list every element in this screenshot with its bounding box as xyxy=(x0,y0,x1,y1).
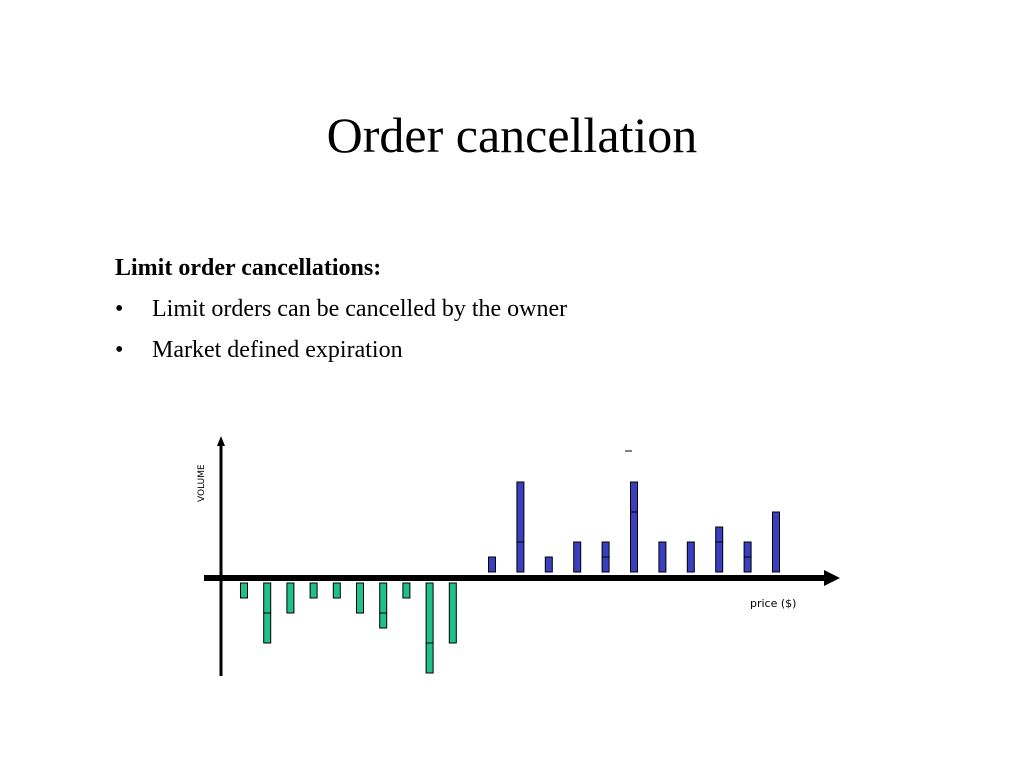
sell-order-bar xyxy=(601,541,610,558)
bullet-item: • Market defined expiration xyxy=(115,330,915,371)
bullet-text: Limit orders can be cancelled by the own… xyxy=(152,296,568,322)
x-axis-label: price ($) xyxy=(750,597,796,610)
bullet-dot-icon: • xyxy=(115,296,124,322)
sell-order-bar xyxy=(715,541,724,573)
chart-bars xyxy=(240,450,780,674)
buy-order-bar xyxy=(448,582,457,644)
chart-labels: VOLUME price ($) xyxy=(197,464,796,610)
slide-title: Order cancellation xyxy=(326,107,698,163)
body-heading: Limit order cancellations: xyxy=(115,255,382,281)
buy-order-bar xyxy=(240,582,248,599)
buy-order-bar xyxy=(263,582,272,614)
buy-order-bar xyxy=(263,612,272,644)
y-axis-label: VOLUME xyxy=(197,464,207,502)
buy-order-bar xyxy=(402,582,411,599)
sell-order-bar xyxy=(544,556,553,573)
sell-order-bar xyxy=(488,556,496,573)
sell-order-bar xyxy=(630,511,638,573)
buy-order-bar xyxy=(356,582,364,614)
slide-body: Limit order cancellations: • Limit order… xyxy=(115,248,915,371)
sell-order-bar xyxy=(573,541,582,573)
buy-order-bar xyxy=(286,582,295,614)
bullet-item: • Limit orders can be cancelled by the o… xyxy=(115,289,915,330)
sell-order-bar xyxy=(686,541,695,573)
buy-order-bar xyxy=(379,612,388,629)
chart-axes xyxy=(204,436,840,676)
x-axis-arrow-icon xyxy=(824,570,840,586)
sell-order-bar xyxy=(658,541,667,573)
sell-order-bar xyxy=(630,481,638,513)
sell-order-bar xyxy=(743,541,752,558)
sell-order-bar xyxy=(601,556,610,573)
sell-order-bar xyxy=(743,556,752,573)
buy-order-bar xyxy=(425,582,434,644)
bullet-text: Market defined expiration xyxy=(152,337,403,363)
buy-order-bar xyxy=(425,642,434,674)
y-axis-arrow-icon xyxy=(217,436,225,446)
sell-order-bar xyxy=(772,511,780,573)
sell-order-bar xyxy=(516,541,525,573)
bullet-dot-icon: • xyxy=(115,337,124,363)
sell-order-bar xyxy=(715,526,724,543)
buy-order-bar xyxy=(379,582,388,614)
buy-order-bar xyxy=(332,582,341,599)
buy-order-bar xyxy=(309,582,318,599)
sell-order-bar xyxy=(516,481,525,543)
